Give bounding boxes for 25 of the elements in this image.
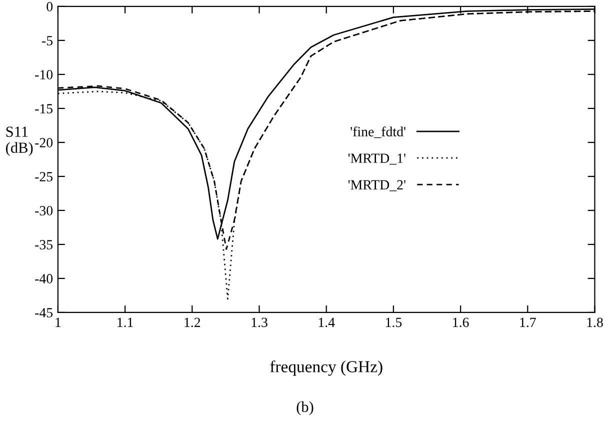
x-tick-label: 1.6 bbox=[453, 318, 469, 328]
y-tick-label: -40 bbox=[35, 274, 53, 284]
x-axis-title: frequency (GHz) bbox=[270, 360, 382, 376]
y-tick-label: -15 bbox=[35, 104, 53, 114]
x-tick-label: 1.8 bbox=[587, 318, 603, 328]
x-tick-label: 1.3 bbox=[252, 318, 268, 328]
y-tick-label: -30 bbox=[35, 206, 53, 216]
y-tick-label: -35 bbox=[35, 240, 53, 250]
y-axis-title: S11 (dB) bbox=[6, 126, 33, 156]
x-tick-label: 1.7 bbox=[520, 318, 536, 328]
y-tick-label: -10 bbox=[35, 70, 53, 80]
x-tick-label: 1 bbox=[56, 318, 61, 327]
legend-label: 'MRTD_1' bbox=[348, 154, 406, 165]
legend-label: 'MRTD_2' bbox=[348, 180, 406, 192]
x-tick-label: 1.1 bbox=[118, 318, 133, 328]
x-tick-label: 1.5 bbox=[386, 318, 402, 328]
x-tick-label: 1.4 bbox=[318, 318, 335, 328]
y-tick-label: -20 bbox=[35, 138, 53, 148]
y-tick-label: -5 bbox=[42, 36, 53, 46]
y-tick-label: -45 bbox=[35, 308, 53, 318]
x-tick-label: 1.2 bbox=[184, 318, 200, 328]
legend-label: 'fine_fdtd' bbox=[350, 126, 406, 138]
y-tick-label: 0 bbox=[46, 2, 53, 12]
text: (b) bbox=[296, 401, 314, 416]
y-tick-label: -25 bbox=[35, 172, 53, 182]
